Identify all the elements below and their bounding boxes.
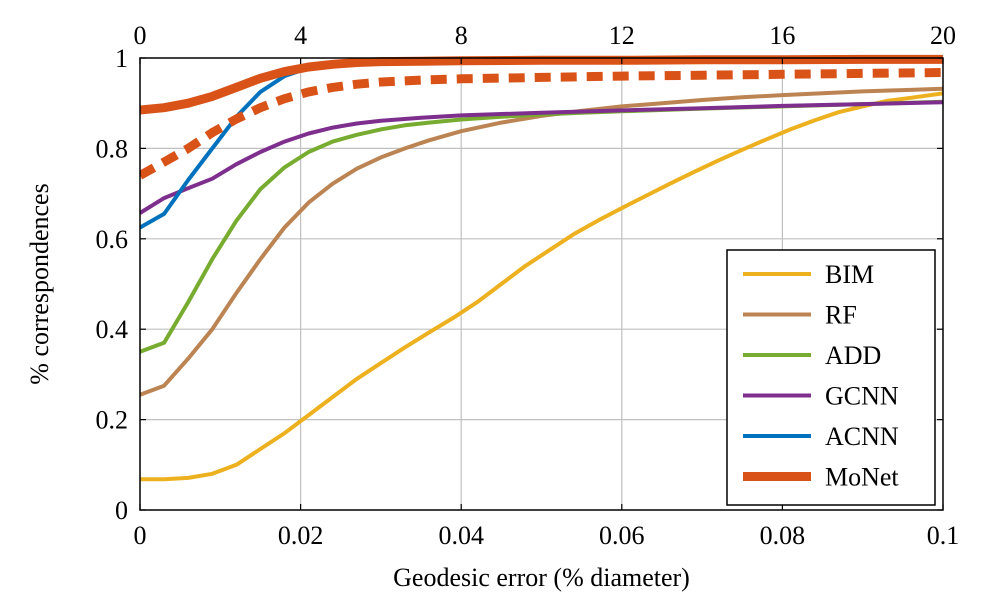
x-axis-label: Geodesic error (% diameter) xyxy=(393,563,690,592)
x-tick-label: 0.06 xyxy=(599,521,645,550)
legend: BIM RF ADD GCNN ACNN MoNet xyxy=(726,249,936,506)
y-tick-label: 0.4 xyxy=(96,315,129,344)
top-x-tick-label: 16 xyxy=(769,21,795,50)
series-line-monet-dashed xyxy=(140,68,943,180)
tick-labels: 000.0240.0480.06120.08160.12000.20.40.60… xyxy=(96,21,960,550)
top-x-tick-label: 0 xyxy=(134,21,147,50)
legend-label-monet: MoNet xyxy=(825,463,899,492)
y-tick-label: 0.2 xyxy=(96,406,129,435)
legend-label-bim: BIM xyxy=(825,260,874,289)
x-tick-label: 0.04 xyxy=(438,521,484,550)
legend-label-gcnn: GCNN xyxy=(825,382,899,411)
top-x-tick-label: 12 xyxy=(609,21,635,50)
series-line-gcnn xyxy=(140,100,943,215)
top-x-tick-label: 4 xyxy=(294,21,307,50)
y-axis-label: % correspondences xyxy=(25,183,54,384)
x-tick-label: 0 xyxy=(134,521,147,550)
legend-label-acnn: ACNN xyxy=(825,422,899,451)
legend-label-add: ADD xyxy=(825,341,881,370)
plot-frame xyxy=(139,57,944,511)
series-line-rf xyxy=(140,86,943,397)
top-x-tick-label: 20 xyxy=(930,21,956,50)
y-tick-label: 0 xyxy=(115,496,128,525)
x-tick-label: 0.02 xyxy=(278,521,324,550)
y-tick-label: 1 xyxy=(115,44,128,73)
y-tick-label: 0.6 xyxy=(96,225,129,254)
series-line-acnn xyxy=(140,56,943,230)
top-x-tick-label: 8 xyxy=(455,21,468,50)
legend-label-rf: RF xyxy=(825,301,857,330)
x-tick-label: 0.08 xyxy=(760,521,806,550)
series-line-bim xyxy=(140,91,943,482)
series-layer xyxy=(140,54,943,482)
y-tick-label: 0.8 xyxy=(96,134,129,163)
legend-box xyxy=(726,249,936,506)
x-tick-label: 0.1 xyxy=(927,521,960,550)
series-line-monet xyxy=(140,54,943,115)
